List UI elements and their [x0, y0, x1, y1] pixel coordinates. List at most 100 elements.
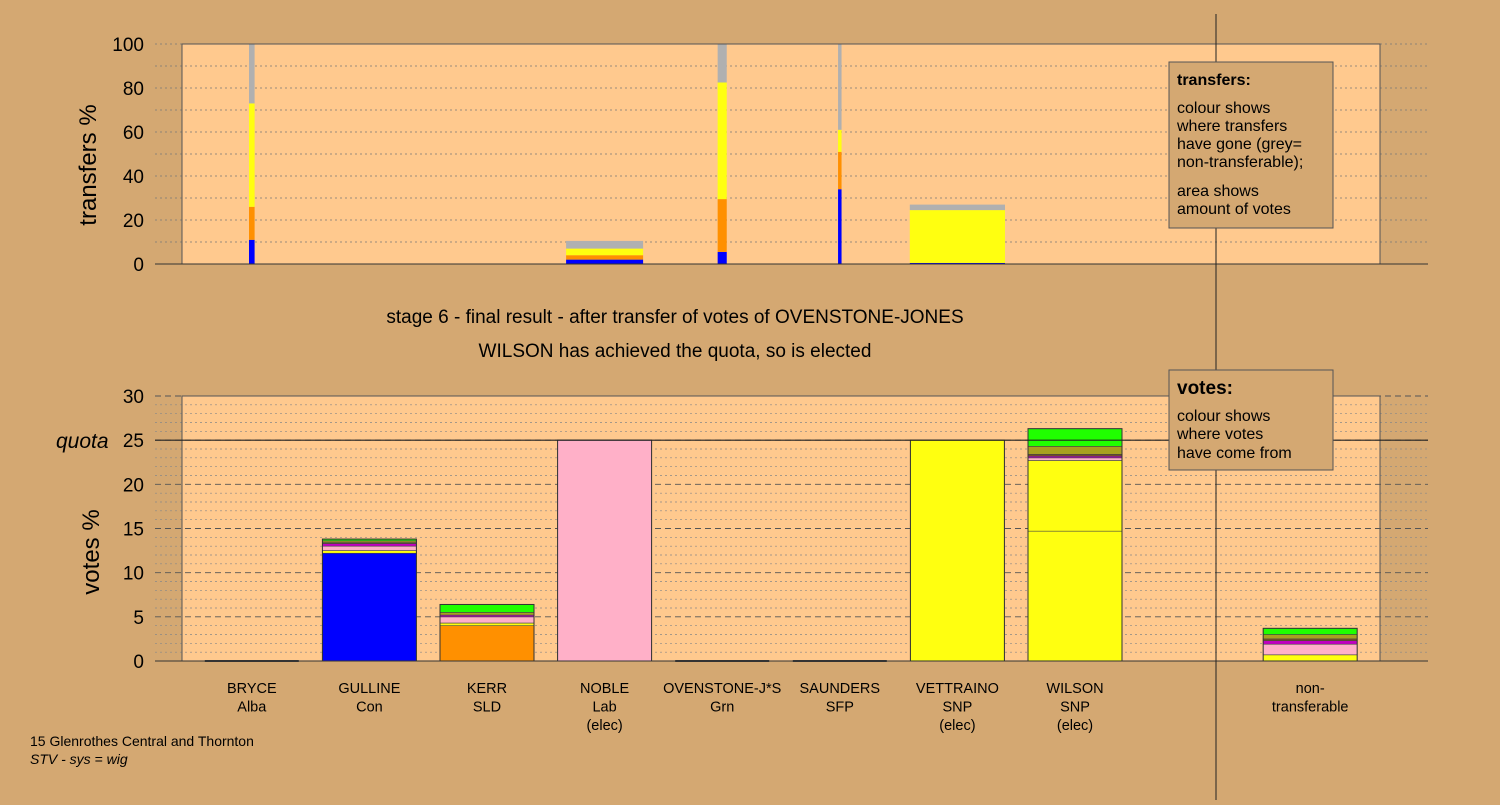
- transfer-bar-segment: [717, 199, 727, 252]
- vote-bar-segment: [322, 545, 417, 551]
- transfer-bar-segment: [838, 189, 842, 264]
- transfer-bar-segment: [566, 240, 644, 249]
- transfers-y-tick-label: 0: [133, 255, 144, 276]
- transfers-y-ticks: 0 20 40 60 80 100: [112, 35, 144, 276]
- transfers-y-tick-label: 80: [123, 79, 144, 100]
- transfers-y-tick-label: 100: [112, 35, 144, 56]
- votes-legend: votes: colour shows where votes have com…: [1168, 369, 1334, 471]
- stage-subtitle: WILSON has achieved the quota, so is ele…: [479, 341, 872, 362]
- vote-bar-segment: [1262, 634, 1358, 640]
- candidate-party: SFP: [826, 700, 854, 716]
- votes-y-tick-label: 15: [123, 520, 144, 541]
- transfer-bar-segment: [909, 204, 1005, 211]
- transfer-bar-segment: [909, 210, 1005, 263]
- candidate-name: non-: [1296, 681, 1325, 697]
- transfers-legend-box: [1168, 61, 1334, 229]
- transfers-legend: transfers: colour shows where transfers …: [1168, 61, 1334, 229]
- votes-y-ticks: 0 5 10 15 20 25 30: [123, 387, 144, 673]
- footer-ward: 15 Glenrothes Central and Thornton: [30, 733, 254, 749]
- votes-legend-line: colour shows: [1177, 408, 1270, 425]
- transfers-legend-line: area shows: [1177, 183, 1259, 200]
- vote-bar-segment: [1262, 640, 1358, 645]
- candidate-party: SLD: [473, 700, 501, 716]
- transfer-bar-segment: [249, 44, 255, 104]
- candidate-party: Alba: [237, 700, 267, 716]
- candidate-status: (elec): [939, 718, 975, 734]
- candidate-name: VETTRAINO: [916, 681, 999, 697]
- stage-title: stage 6 - final result - after transfer …: [386, 307, 963, 328]
- footer-system: STV - sys = wig: [30, 751, 128, 767]
- vote-bar-segment: [1027, 428, 1123, 447]
- transfers-legend-line: non-transferable);: [1177, 154, 1303, 171]
- vote-bar-segment: [439, 622, 535, 626]
- votes-legend-line: have come from: [1177, 445, 1292, 462]
- votes-y-tick-label: 30: [123, 387, 144, 408]
- votes-y-tick-label: 20: [123, 475, 144, 496]
- transfers-legend-line: where transfers: [1176, 118, 1287, 135]
- vote-bar-segment: [1262, 654, 1358, 662]
- vote-bar-segment: [322, 550, 417, 554]
- vote-bar-segment: [1027, 530, 1123, 662]
- votes-y-tick-label: 5: [133, 608, 144, 629]
- vote-bar-segment: [910, 439, 1005, 662]
- transfers-legend-line: colour shows: [1177, 100, 1270, 117]
- vote-bar-segment: [1262, 628, 1358, 635]
- votes-legend-title: votes:: [1177, 378, 1233, 399]
- vote-bar-segment: [439, 616, 535, 624]
- votes-legend-line: where votes: [1176, 426, 1263, 443]
- transfers-bars: [249, 44, 1005, 264]
- vote-bar-segment: [1027, 446, 1123, 455]
- candidate-name: NOBLE: [580, 681, 629, 697]
- transfer-bar-segment: [566, 259, 644, 264]
- candidate-party: SNP: [1060, 700, 1090, 716]
- vote-bar-segment: [1027, 460, 1123, 532]
- transfer-bar-segment: [566, 248, 644, 256]
- transfer-bar-segment: [838, 129, 842, 152]
- candidate-name: GULLINE: [338, 681, 400, 697]
- candidate-labels: BRYCE Alba GULLINE Con KERR SLD NOBLE Lab (elec)…: [227, 681, 1349, 734]
- transfer-bar-segment: [717, 82, 727, 200]
- transfer-bar-segment: [566, 255, 644, 260]
- transfers-y-axis-label: transfers %: [75, 104, 102, 225]
- transfer-bar-segment: [717, 44, 727, 83]
- transfer-bar-segment: [717, 251, 727, 264]
- transfer-bar-segment: [249, 206, 255, 240]
- candidate-party: Lab: [592, 700, 616, 716]
- candidate-status: (elec): [1057, 718, 1093, 734]
- transfers-y-tick-label: 60: [123, 123, 144, 144]
- vote-bar-segment: [1027, 457, 1123, 461]
- transfers-y-tick-label: 40: [123, 167, 144, 188]
- candidate-status: (elec): [586, 718, 622, 734]
- votes-y-tick-label: 10: [123, 564, 144, 585]
- candidate-name: WILSON: [1046, 681, 1103, 697]
- quota-label: quota: [56, 430, 109, 453]
- votes-y-axis-label: votes %: [78, 509, 105, 594]
- candidate-party: SNP: [942, 700, 972, 716]
- vote-bar-segment: [557, 439, 652, 662]
- transfers-legend-line: amount of votes: [1177, 201, 1291, 218]
- transfer-bar-segment: [249, 103, 255, 207]
- vote-bar-segment: [439, 612, 535, 616]
- transfer-bar-segment: [909, 262, 1005, 264]
- vote-bar-segment: [1262, 643, 1358, 656]
- transfer-bar-segment: [249, 239, 255, 264]
- transfer-bar-segment: [838, 151, 842, 190]
- candidate-party: Grn: [710, 700, 734, 716]
- candidate-party: Con: [356, 700, 383, 716]
- votes-y-tick-label: 25: [123, 431, 144, 452]
- candidate-name: KERR: [467, 681, 507, 697]
- vote-bar-segment: [439, 625, 535, 662]
- transfer-bar-segment: [838, 44, 842, 130]
- vote-bar-segment: [322, 543, 417, 547]
- candidate-party: transferable: [1272, 700, 1349, 716]
- transfers-legend-line: have gone (grey=: [1177, 136, 1302, 153]
- candidate-name: SAUNDERS: [800, 681, 881, 697]
- vote-bar-segment: [439, 604, 535, 613]
- candidate-name: OVENSTONE-J*S: [663, 681, 781, 697]
- transfers-y-tick-label: 20: [123, 211, 144, 232]
- votes-bars: [204, 428, 1358, 662]
- vote-bar-segment: [322, 552, 417, 662]
- candidate-name: BRYCE: [227, 681, 277, 697]
